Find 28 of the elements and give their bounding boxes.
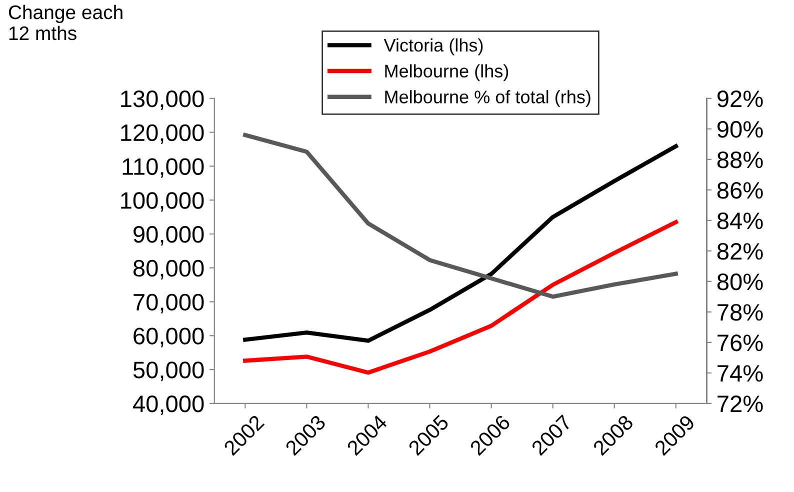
y2-tick-label: 92% xyxy=(717,90,763,108)
y2-tick-label: 80% xyxy=(717,273,763,290)
y-tick-label: 60,000 xyxy=(134,328,204,348)
y2-tick-label: 90% xyxy=(717,120,763,138)
y2-tick-label: 84% xyxy=(717,212,763,230)
y-tick-label: 40,000 xyxy=(132,396,204,416)
y-tick-label: 50,000 xyxy=(133,362,204,382)
y-tick-label: 120,000 xyxy=(121,124,204,144)
y-tick-label: 130,000 xyxy=(121,90,204,110)
line-series xyxy=(243,220,678,375)
line-series xyxy=(243,132,678,299)
line-series xyxy=(243,144,678,343)
y2-tick-label: 74% xyxy=(718,365,763,382)
y2-tick-label: 72% xyxy=(718,396,763,412)
y-tick-label: 100,000 xyxy=(121,192,204,212)
y2-tick-label: 86% xyxy=(717,182,763,199)
y2-tick-label: 82% xyxy=(717,242,763,260)
legend-label: Melbourne % of total (rhs) xyxy=(385,90,590,107)
y-tick-label: 90,000 xyxy=(134,226,204,246)
y-tick-label: 80,000 xyxy=(133,260,204,280)
y2-tick-label: 76% xyxy=(718,334,763,352)
legend-label: Victoria (lhs) xyxy=(384,38,483,56)
y2-tick-label: 88% xyxy=(717,151,763,168)
y-tick-label: 110,000 xyxy=(122,158,204,178)
y-axis-title: Change each 12 mths xyxy=(8,4,122,40)
y2-tick-label: 78% xyxy=(718,304,763,321)
legend-label: Melbourne (lhs) xyxy=(385,64,508,82)
y-tick-label: 70,000 xyxy=(134,294,204,314)
